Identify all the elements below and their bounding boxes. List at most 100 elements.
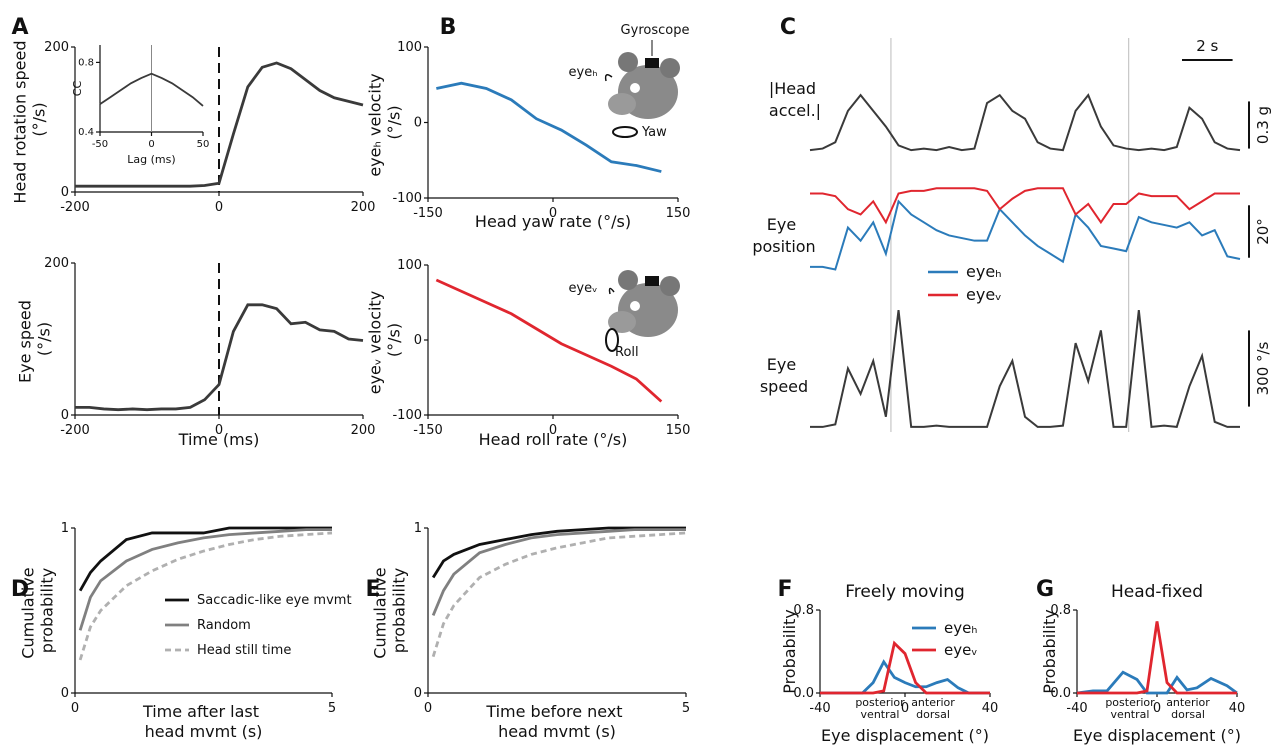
y-tick-label: 0 xyxy=(414,115,422,130)
mouse-roll-illustration xyxy=(605,270,680,352)
y-axis-label-line: Cumulative xyxy=(370,562,389,658)
legend-label-line: Random xyxy=(197,618,251,633)
annotation: ventral xyxy=(861,708,900,721)
mouse-ear xyxy=(618,52,638,72)
x-axis-label: Time (ms) xyxy=(178,430,260,449)
annotation-line: anterior xyxy=(911,696,955,709)
arrow xyxy=(604,74,613,82)
x-tick-label: 0 xyxy=(1153,701,1161,716)
y-axis-label-line: CC xyxy=(71,81,84,97)
panel-letter: E xyxy=(365,577,380,602)
x-axis-label-line: Eye displacement (°) xyxy=(821,726,989,745)
x-tick-label-line: 0 xyxy=(549,423,557,438)
x-axis-label-line: Head yaw rate (°/s) xyxy=(475,212,631,231)
trace-line xyxy=(810,187,1240,225)
series-line xyxy=(99,72,204,107)
row-label: Eye position xyxy=(752,215,815,256)
x-tick-label: 5 xyxy=(682,701,690,716)
x-tick-label-line: -40 xyxy=(809,701,830,716)
x-axis-label-line: Head roll rate (°/s) xyxy=(479,430,628,449)
annotation: Gyroscope xyxy=(621,23,690,38)
x-tick-label: -200 xyxy=(60,423,90,438)
series-line xyxy=(1077,621,1237,695)
y-tick-label-line: -100 xyxy=(392,191,422,206)
y-tick-label-line: 0 xyxy=(61,686,69,701)
y-tick-label-line: 0 xyxy=(414,686,422,701)
y-axis-label-line: (°/s) xyxy=(384,323,403,357)
panel-letter: F xyxy=(777,577,792,602)
x-axis-label-line: Time after last xyxy=(142,702,264,721)
series-line xyxy=(78,528,332,631)
y-tick-label-line: 0.8 xyxy=(1050,603,1071,618)
x-axis-label: Eye displacement (°) xyxy=(1073,726,1241,745)
y-tick-label: 200 xyxy=(44,256,69,271)
x-tick-label-line: 150 xyxy=(666,423,691,438)
y-tick-label: 0.4 xyxy=(78,127,94,138)
chart-title: Freely moving xyxy=(845,582,965,602)
row-label-line: accel.| xyxy=(769,101,821,120)
x-axis-label: Eye displacement (°) xyxy=(821,726,989,745)
y-axis-label: Head rotation speed (°/s) xyxy=(10,35,48,203)
row-label-line: speed xyxy=(760,377,808,396)
annotation-line: anterior xyxy=(1166,696,1210,709)
y-tick-label-line: 0.8 xyxy=(793,603,814,618)
mouse-snout xyxy=(608,93,636,115)
annotation: anterior xyxy=(1166,696,1210,709)
y-axis-label-line: Cumulative xyxy=(18,562,37,658)
y-axis-label: eyeᵥ velocity (°/s) xyxy=(365,286,403,395)
x-tick-label: 40 xyxy=(982,701,999,716)
x-tick-label-line: 0 xyxy=(424,701,432,716)
roll-arrow xyxy=(605,328,619,352)
x-tick-label: 5 xyxy=(328,701,336,716)
y-tick-label: 0.0 xyxy=(793,686,814,701)
y-tick-label: 100 xyxy=(397,40,422,55)
x-tick-label: 200 xyxy=(351,200,376,215)
annotation: posterior xyxy=(1105,696,1155,709)
trace-line xyxy=(809,93,1241,152)
y-axis-label-line: eyeₕ velocity xyxy=(365,68,384,176)
x-tick-label-line: 0 xyxy=(215,423,223,438)
mouse-ear xyxy=(618,270,638,290)
chart-title: Head-fixed xyxy=(1111,582,1203,602)
y-tick-label: 0.8 xyxy=(793,603,814,618)
panel-letter-line: F xyxy=(777,577,792,602)
series-line xyxy=(431,526,686,579)
annotation: anterior xyxy=(911,696,955,709)
panel-letter: D xyxy=(11,577,29,602)
legend-label: Head still time xyxy=(197,643,291,658)
panel-letter: B xyxy=(440,15,457,40)
y-tick-label: 0 xyxy=(61,185,69,200)
panel-letter: C xyxy=(780,15,796,40)
x-tick-label-line: 5 xyxy=(682,701,690,716)
y-tick-label-line: 0.0 xyxy=(1050,686,1071,701)
scalebar-label: 20° xyxy=(1254,218,1272,245)
x-tick-label-line: 0 xyxy=(71,701,79,716)
y-axis-label-line: probability xyxy=(37,568,56,653)
annotation-line: ventral xyxy=(1111,708,1150,721)
annotation: Yaw xyxy=(641,125,667,140)
x-tick-label-line: 50 xyxy=(197,139,210,150)
y-axis-label: CC xyxy=(71,81,84,97)
y-tick-label-line: 0 xyxy=(61,408,69,423)
y-axis-label: Eye speed (°/s) xyxy=(15,295,53,383)
row-label-line: position xyxy=(752,237,815,256)
y-tick-label: 0 xyxy=(61,408,69,423)
series-line xyxy=(820,640,990,695)
legend-label-line: eyeₕ xyxy=(944,619,977,637)
yaw-arrow xyxy=(612,126,638,138)
x-tick-label-line: -150 xyxy=(413,423,443,438)
annotation-line: dorsal xyxy=(916,708,950,721)
y-tick-label: 0 xyxy=(61,686,69,701)
annotation-line: eyeᵥ xyxy=(568,281,597,296)
chart-title-line: Freely moving xyxy=(845,582,965,602)
y-axis-label-line: (°/s) xyxy=(34,322,53,356)
legend-label-line: eyeᵥ xyxy=(944,641,978,659)
y-axis-label-line: (°/s) xyxy=(29,102,48,136)
x-axis-label-line: Lag (ms) xyxy=(127,153,175,166)
trace-line xyxy=(810,199,1241,271)
y-axis-label-line: Probability xyxy=(780,609,799,694)
x-tick-label-line: 40 xyxy=(982,701,999,716)
x-tick-label: -150 xyxy=(413,206,443,221)
x-tick-label-line: -200 xyxy=(60,200,90,215)
y-tick-label: 0.8 xyxy=(1050,603,1071,618)
